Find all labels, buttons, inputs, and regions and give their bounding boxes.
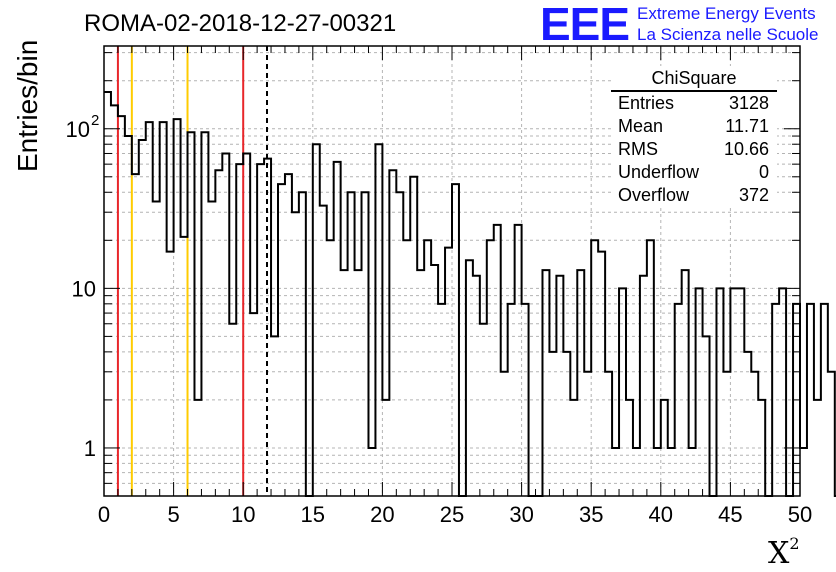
histogram-step-line: [104, 90, 836, 497]
y-tick-label: 1: [84, 436, 96, 461]
reference-lines: [116, 46, 269, 496]
stats-key: Underflow: [618, 162, 700, 182]
stats-value: 3128: [728, 93, 769, 113]
stats-box: ChiSquare Entries 3128 Mean 11.71 RMS 10.66…: [611, 66, 777, 207]
x-tick-label: 45: [718, 502, 742, 527]
stats-row: Overflow 372: [611, 184, 777, 207]
y-tick-label-exponent: 2: [91, 112, 99, 129]
eee-logo-line2: La Scienza nelle Scuole: [637, 25, 819, 44]
stats-row: Entries 3128: [611, 92, 777, 115]
stats-key: RMS: [618, 139, 658, 159]
y-tick-label: 10: [72, 276, 96, 301]
x-tick-label: 10: [231, 502, 255, 527]
x-tick-label: 20: [370, 502, 394, 527]
stats-key: Overflow: [618, 185, 690, 205]
x-tick-label: 50: [788, 502, 812, 527]
x-tick-label: 15: [301, 502, 325, 527]
grid-lines: [104, 46, 800, 496]
y-tick-label: 10: [66, 117, 90, 142]
x-tick-label: 5: [167, 502, 179, 527]
x-axis-ticks: 0 5 10 15 20 25 30 35 40 45 50: [98, 46, 812, 527]
stats-value: 10.66: [723, 139, 769, 159]
stats-value: 11.71: [725, 116, 769, 136]
stats-value: 0: [758, 162, 769, 182]
x-tick-label: 40: [649, 502, 673, 527]
eee-logo-line1: Extreme Energy Events: [637, 4, 816, 23]
x-axis-label: X2: [768, 534, 800, 571]
eee-logo-mark: EEE: [540, 0, 630, 50]
y-axis-label: Entries/bin: [12, 39, 43, 172]
x-tick-label: 30: [509, 502, 533, 527]
stats-title: ChiSquare: [611, 66, 777, 92]
x-tick-label: 25: [440, 502, 464, 527]
chart-title: ROMA-02-2018-12-27-00321: [84, 10, 397, 37]
x-axis-label-superscript: 2: [789, 534, 800, 553]
stats-key: Mean: [618, 116, 664, 136]
stats-row: Underflow 0: [611, 161, 777, 184]
x-tick-label: 0: [98, 502, 110, 527]
stats-row: RMS 10.66: [611, 138, 777, 161]
stats-key: Entries: [618, 93, 675, 113]
x-axis-label-base: X: [768, 536, 790, 571]
x-tick-label: 35: [579, 502, 603, 527]
stats-row: Mean 11.71: [611, 115, 777, 138]
stats-value: 372: [738, 185, 769, 205]
